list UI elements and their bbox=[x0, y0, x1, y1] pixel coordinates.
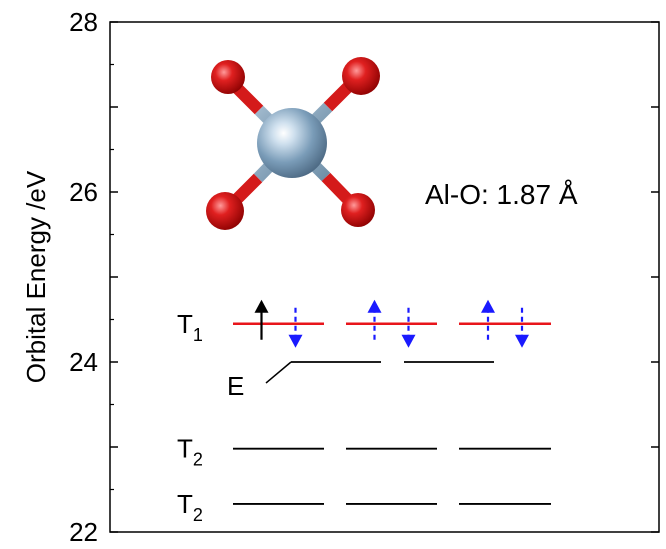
oxygen-atom-upper-left bbox=[211, 60, 245, 94]
y-tick-label: 26 bbox=[69, 177, 98, 207]
energy-levels: T1 E T2 T2 bbox=[177, 299, 551, 525]
bond-length-annotation: Al-O: 1.87 Å bbox=[425, 179, 578, 210]
level-label: E bbox=[227, 371, 244, 401]
y-tick-label: 24 bbox=[69, 347, 98, 377]
electron-spin-down bbox=[288, 307, 303, 348]
electron-head bbox=[367, 299, 382, 313]
aluminum-atom bbox=[257, 108, 327, 178]
y-axis-label: Orbital Energy /eV bbox=[21, 170, 51, 383]
electron-head bbox=[254, 299, 269, 313]
oxygen-atom-lower-left bbox=[206, 192, 244, 230]
electron-head bbox=[288, 334, 303, 348]
level-label-subscript: 2 bbox=[193, 450, 203, 470]
level-label: T1 bbox=[177, 309, 203, 345]
level-T2-2: T2 bbox=[177, 434, 551, 470]
oxygen-atom-lower-right bbox=[341, 193, 375, 227]
level-T1-0: T1 bbox=[177, 299, 551, 348]
level-E-1: E bbox=[227, 361, 494, 401]
level-label-subscript: 1 bbox=[193, 325, 203, 345]
level-connector bbox=[265, 361, 292, 384]
electron-head bbox=[515, 334, 529, 348]
level-label: T2 bbox=[177, 434, 203, 470]
level-label: T2 bbox=[177, 489, 203, 525]
structure-illustration bbox=[206, 57, 380, 230]
electron-spin-down bbox=[515, 307, 529, 348]
y-tick-label: 22 bbox=[69, 517, 98, 547]
electron-head bbox=[481, 299, 495, 313]
level-T2-3: T2 bbox=[177, 489, 551, 525]
electron-spin-up bbox=[254, 299, 269, 340]
electron-head bbox=[401, 334, 416, 348]
level-label-subscript: 2 bbox=[193, 505, 203, 525]
oxygen-atom-upper-right bbox=[342, 57, 380, 95]
electron-spin-up bbox=[367, 299, 382, 340]
electron-spin-down bbox=[401, 307, 416, 348]
y-tick-label: 28 bbox=[69, 7, 98, 37]
electron-spin-up bbox=[481, 299, 495, 340]
